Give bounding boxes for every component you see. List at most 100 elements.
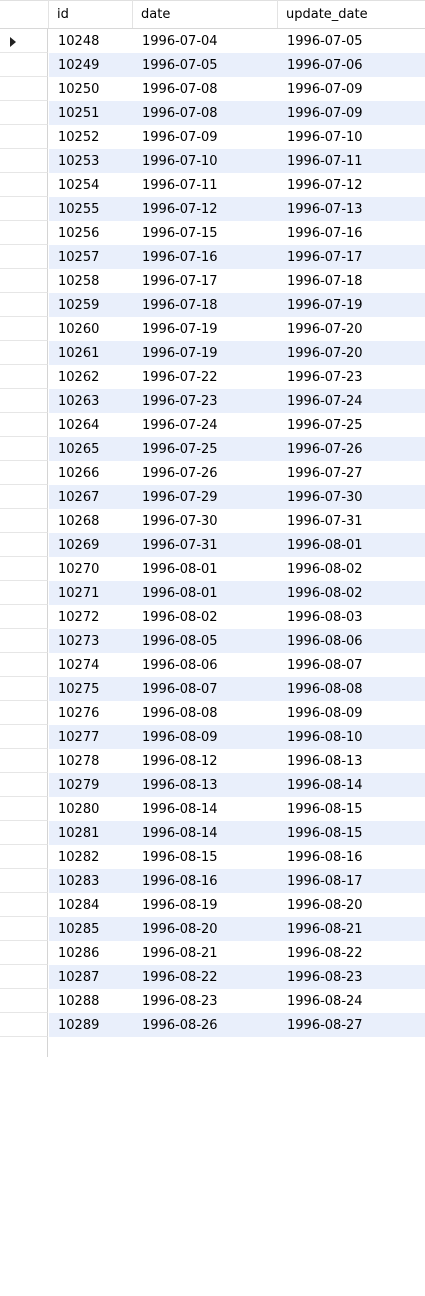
table-row[interactable]: 10287 1996-08-22 1996-08-23 xyxy=(0,965,425,989)
cell-date[interactable]: 1996-08-16 xyxy=(142,874,218,889)
cell-update-date[interactable]: 1996-07-12 xyxy=(287,178,363,193)
cell-id[interactable]: 10289 xyxy=(58,1018,100,1033)
cell-update-date[interactable]: 1996-07-05 xyxy=(287,34,363,49)
cell-id[interactable]: 10252 xyxy=(58,130,100,145)
table-row[interactable]: 10286 1996-08-21 1996-08-22 xyxy=(0,941,425,965)
cell-update-date[interactable]: 1996-08-13 xyxy=(287,754,363,769)
cell-update-date[interactable]: 1996-07-16 xyxy=(287,226,363,241)
cell-id[interactable]: 10249 xyxy=(58,58,100,73)
row-header[interactable] xyxy=(0,413,48,437)
cell-id[interactable]: 10277 xyxy=(58,730,100,745)
table-row[interactable]: 10289 1996-08-26 1996-08-27 xyxy=(0,1013,425,1037)
cell-id[interactable]: 10274 xyxy=(58,658,100,673)
row-header[interactable] xyxy=(0,149,48,173)
cell-id[interactable]: 10287 xyxy=(58,970,100,985)
row-header[interactable] xyxy=(0,77,48,101)
cell-id[interactable]: 10282 xyxy=(58,850,100,865)
cell-id[interactable]: 10256 xyxy=(58,226,100,241)
cell-id[interactable]: 10260 xyxy=(58,322,100,337)
cell-update-date[interactable]: 1996-08-03 xyxy=(287,610,363,625)
row-header[interactable] xyxy=(0,197,48,221)
cell-date[interactable]: 1996-08-20 xyxy=(142,922,218,937)
cell-update-date[interactable]: 1996-07-25 xyxy=(287,418,363,433)
cell-date[interactable]: 1996-07-19 xyxy=(142,322,218,337)
row-header[interactable] xyxy=(0,101,48,125)
row-header[interactable] xyxy=(0,629,48,653)
cell-date[interactable]: 1996-07-22 xyxy=(142,370,218,385)
cell-update-date[interactable]: 1996-07-27 xyxy=(287,466,363,481)
table-row[interactable]: 10258 1996-07-17 1996-07-18 xyxy=(0,269,425,293)
cell-id[interactable]: 10285 xyxy=(58,922,100,937)
table-row[interactable]: 10266 1996-07-26 1996-07-27 xyxy=(0,461,425,485)
table-row[interactable]: 10250 1996-07-08 1996-07-09 xyxy=(0,77,425,101)
table-row[interactable]: 10261 1996-07-19 1996-07-20 xyxy=(0,341,425,365)
table-row[interactable]: 10274 1996-08-06 1996-08-07 xyxy=(0,653,425,677)
row-header[interactable] xyxy=(0,725,48,749)
cell-id[interactable]: 10261 xyxy=(58,346,100,361)
cell-id[interactable]: 10253 xyxy=(58,154,100,169)
cell-id[interactable]: 10255 xyxy=(58,202,100,217)
cell-id[interactable]: 10276 xyxy=(58,706,100,721)
cell-date[interactable]: 1996-07-15 xyxy=(142,226,218,241)
cell-update-date[interactable]: 1996-07-26 xyxy=(287,442,363,457)
cell-update-date[interactable]: 1996-07-30 xyxy=(287,490,363,505)
table-row[interactable]: 10262 1996-07-22 1996-07-23 xyxy=(0,365,425,389)
cell-id[interactable]: 10284 xyxy=(58,898,100,913)
row-header-corner[interactable] xyxy=(0,0,49,28)
cell-id[interactable]: 10283 xyxy=(58,874,100,889)
cell-date[interactable]: 1996-08-19 xyxy=(142,898,218,913)
row-header[interactable] xyxy=(0,509,48,533)
row-header[interactable] xyxy=(0,581,48,605)
row-header[interactable] xyxy=(0,893,48,917)
cell-update-date[interactable]: 1996-07-06 xyxy=(287,58,363,73)
table-row[interactable]: 10280 1996-08-14 1996-08-15 xyxy=(0,797,425,821)
table-row[interactable]: 10267 1996-07-29 1996-07-30 xyxy=(0,485,425,509)
cell-update-date[interactable]: 1996-07-13 xyxy=(287,202,363,217)
cell-date[interactable]: 1996-08-09 xyxy=(142,730,218,745)
table-row[interactable]: 10283 1996-08-16 1996-08-17 xyxy=(0,869,425,893)
column-header-id[interactable]: id xyxy=(49,0,133,28)
table-row[interactable]: 10264 1996-07-24 1996-07-25 xyxy=(0,413,425,437)
table-row[interactable]: 10251 1996-07-08 1996-07-09 xyxy=(0,101,425,125)
cell-update-date[interactable]: 1996-07-09 xyxy=(287,106,363,121)
cell-date[interactable]: 1996-08-21 xyxy=(142,946,218,961)
table-row[interactable]: 10279 1996-08-13 1996-08-14 xyxy=(0,773,425,797)
cell-date[interactable]: 1996-07-11 xyxy=(142,178,218,193)
cell-update-date[interactable]: 1996-07-31 xyxy=(287,514,363,529)
cell-update-date[interactable]: 1996-08-24 xyxy=(287,994,363,1009)
row-header[interactable] xyxy=(0,869,48,893)
cell-update-date[interactable]: 1996-08-22 xyxy=(287,946,363,961)
cell-date[interactable]: 1996-07-05 xyxy=(142,58,218,73)
cell-date[interactable]: 1996-08-01 xyxy=(142,562,218,577)
cell-update-date[interactable]: 1996-08-16 xyxy=(287,850,363,865)
cell-update-date[interactable]: 1996-08-08 xyxy=(287,682,363,697)
table-row[interactable]: 10249 1996-07-05 1996-07-06 xyxy=(0,53,425,77)
row-header[interactable] xyxy=(0,173,48,197)
table-row[interactable]: 10252 1996-07-09 1996-07-10 xyxy=(0,125,425,149)
cell-date[interactable]: 1996-07-04 xyxy=(142,34,218,49)
row-header[interactable] xyxy=(0,677,48,701)
cell-id[interactable]: 10272 xyxy=(58,610,100,625)
cell-date[interactable]: 1996-08-15 xyxy=(142,850,218,865)
cell-id[interactable]: 10273 xyxy=(58,634,100,649)
table-row[interactable]: 10284 1996-08-19 1996-08-20 xyxy=(0,893,425,917)
cell-update-date[interactable]: 1996-07-19 xyxy=(287,298,363,313)
table-row[interactable]: 10253 1996-07-10 1996-07-11 xyxy=(0,149,425,173)
row-header[interactable] xyxy=(0,749,48,773)
row-header[interactable] xyxy=(0,845,48,869)
cell-date[interactable]: 1996-08-13 xyxy=(142,778,218,793)
cell-date[interactable]: 1996-07-09 xyxy=(142,130,218,145)
cell-id[interactable]: 10279 xyxy=(58,778,100,793)
table-row[interactable]: 10281 1996-08-14 1996-08-15 xyxy=(0,821,425,845)
row-header[interactable] xyxy=(0,245,48,269)
table-row[interactable]: 10254 1996-07-11 1996-07-12 xyxy=(0,173,425,197)
cell-update-date[interactable]: 1996-08-09 xyxy=(287,706,363,721)
row-header[interactable] xyxy=(0,605,48,629)
cell-id[interactable]: 10266 xyxy=(58,466,100,481)
column-header-update-date[interactable]: update_date xyxy=(286,7,368,22)
cell-date[interactable]: 1996-07-25 xyxy=(142,442,218,457)
cell-date[interactable]: 1996-07-19 xyxy=(142,346,218,361)
cell-update-date[interactable]: 1996-07-18 xyxy=(287,274,363,289)
cell-update-date[interactable]: 1996-08-20 xyxy=(287,898,363,913)
cell-id[interactable]: 10271 xyxy=(58,586,100,601)
